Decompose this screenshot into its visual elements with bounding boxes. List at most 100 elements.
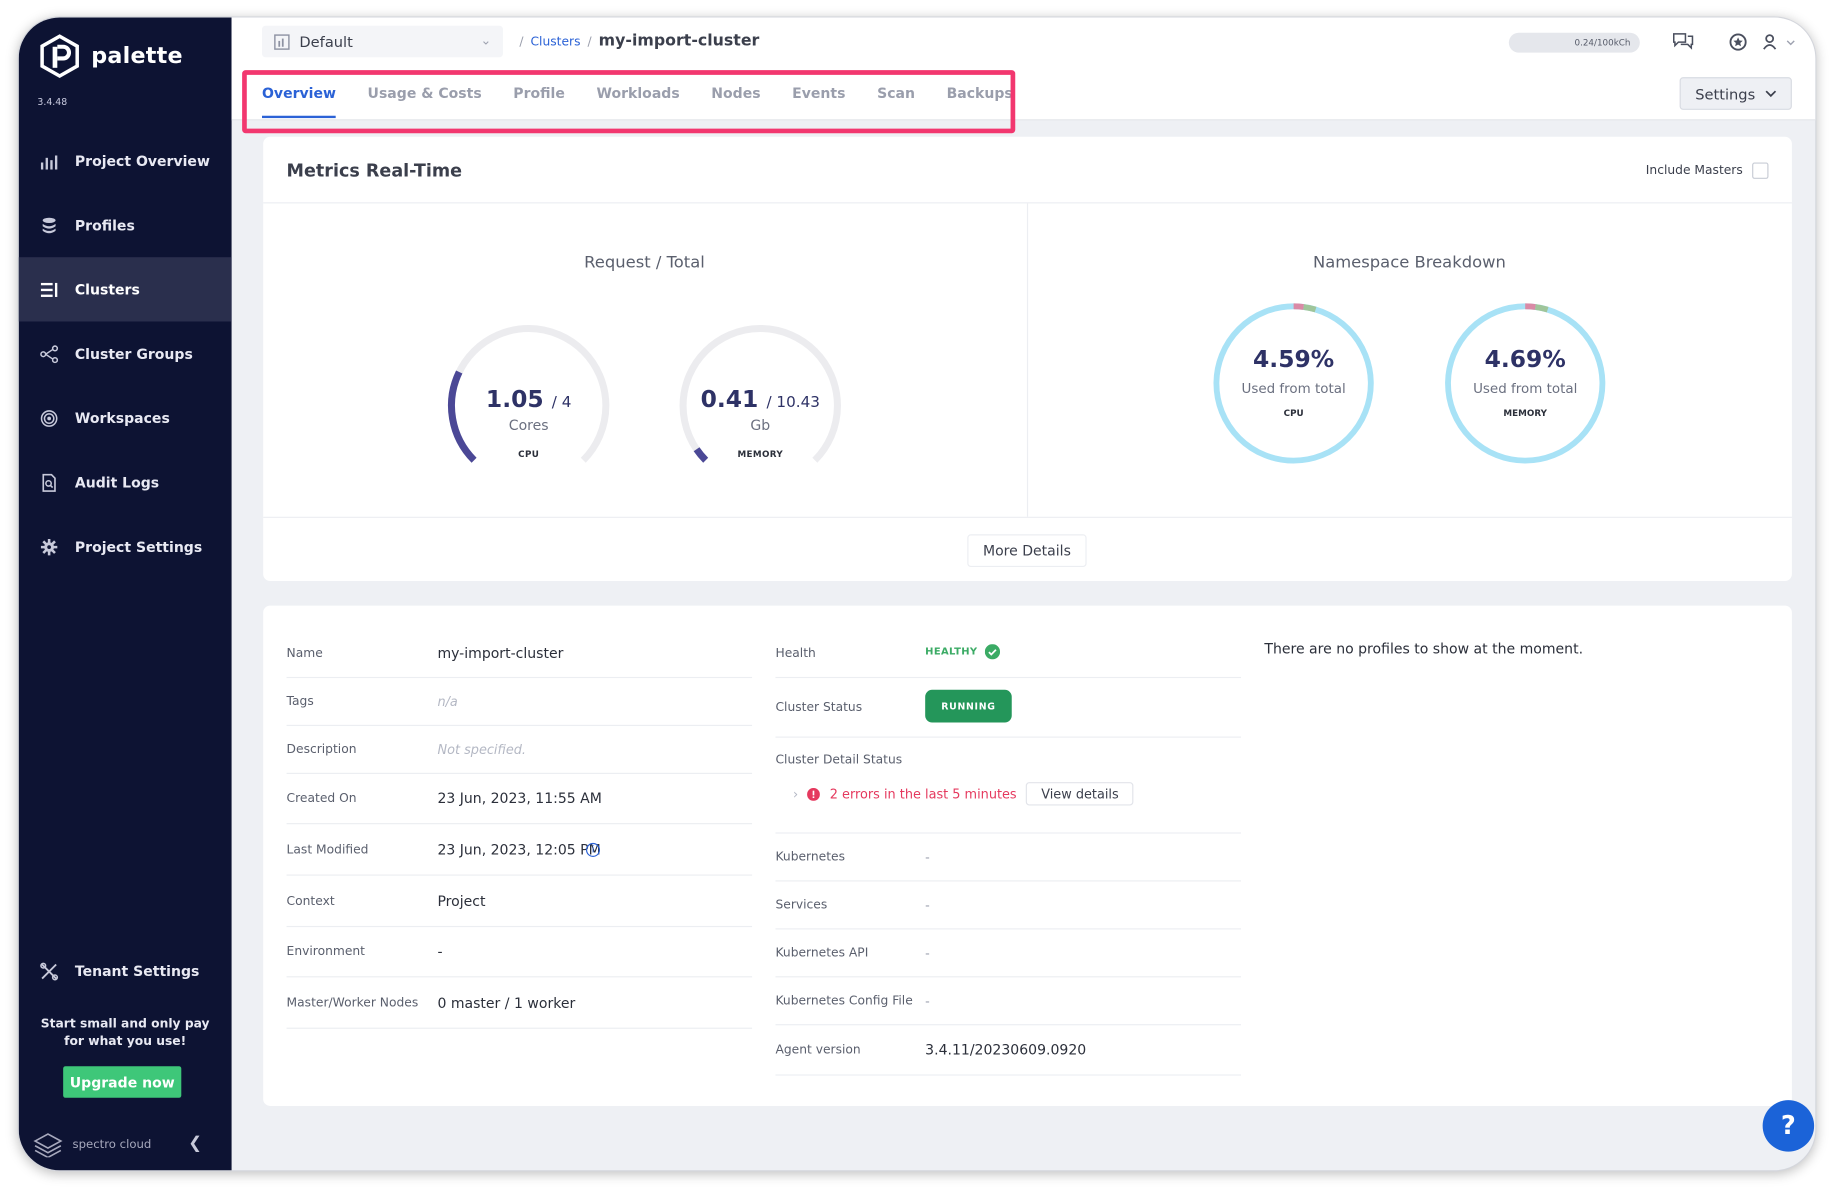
detail-label: Name — [286, 645, 323, 660]
sidebar-item-label: Profiles — [74, 216, 135, 234]
runtime-row: Kubernetes - — [775, 834, 1241, 882]
cpu-gauge-value: 1.05 / 4 — [441, 385, 616, 413]
tab-nodes[interactable]: Nodes — [711, 85, 761, 102]
tab-workloads[interactable]: Workloads — [596, 85, 680, 102]
upgrade-promo: Start small and only pay for what you us… — [19, 1016, 232, 1051]
detail-label: Last Modified — [286, 842, 369, 857]
error-summary-text[interactable]: 2 errors in the last 5 minutes — [829, 786, 1017, 802]
runtime-value: 3.4.11/20230609.0920 — [925, 1041, 1087, 1059]
chevron-down-icon — [1765, 90, 1776, 98]
sidebar-item-label: Tenant Settings — [74, 963, 200, 980]
project-name: Default — [299, 32, 353, 51]
sidebar-item-label: Project Settings — [74, 538, 203, 555]
breadcrumb-clusters-link[interactable]: Clusters — [530, 35, 581, 50]
spectro-cloud-logo-icon — [33, 1133, 63, 1158]
detail-value: my-import-cluster — [437, 644, 564, 662]
health-row: Health HEALTHY — [775, 629, 1241, 679]
cluster-status-row: Cluster Status RUNNING — [775, 678, 1241, 738]
tab-scan[interactable]: Scan — [877, 85, 915, 102]
detail-value: 0 master / 1 worker — [437, 994, 576, 1011]
runtime-row: Kubernetes API - — [775, 929, 1241, 978]
sidebar-item-profiles[interactable]: Profiles — [19, 193, 232, 257]
memory-ring-caption: MEMORY — [1503, 408, 1547, 419]
sidebar-item-label: Project Overview — [74, 152, 210, 169]
chevron-right-icon[interactable]: › — [793, 786, 799, 802]
cluster-status-label: Cluster Status — [775, 700, 863, 715]
sidebar-item-clusters[interactable]: Clusters — [18, 257, 232, 322]
memory-gauge-label: 0.41 / 10.43 Gb MEMORY — [673, 385, 848, 460]
settings-label: Settings — [1695, 84, 1756, 103]
include-masters-toggle[interactable]: Include Masters — [1646, 162, 1769, 179]
memory-namespace-ring — [1445, 303, 1606, 464]
detail-row: Last Modified 23 Jun, 2023, 12:05 PM i — [286, 824, 753, 876]
memory-total: / 10.43 — [766, 393, 820, 412]
chat-icon[interactable] — [1670, 29, 1696, 55]
help-button[interactable]: ? — [1762, 1100, 1815, 1152]
target-rings-icon — [40, 409, 58, 427]
view-details-button[interactable]: View details — [1026, 782, 1134, 806]
cluster-detail-status-label: Cluster Detail Status — [775, 752, 903, 767]
memory-gauge — [679, 325, 841, 463]
usage-meter[interactable]: 0.24/100kCh — [1508, 32, 1640, 53]
detail-value: Not specified. — [437, 741, 527, 758]
info-icon[interactable]: i — [585, 842, 601, 857]
metrics-title: Metrics Real-Time — [286, 160, 463, 182]
logo[interactable]: palette — [37, 34, 183, 79]
detail-label: Environment — [286, 944, 365, 959]
tab-events[interactable]: Events — [792, 85, 846, 102]
tab-backups[interactable]: Backups — [946, 85, 1013, 102]
runtime-value: - — [925, 945, 930, 961]
tools-icon — [40, 962, 59, 981]
breadcrumb: / Clusters / my-import-cluster — [519, 32, 759, 51]
tab-usage-costs[interactable]: Usage & Costs — [367, 85, 482, 102]
runtime-value: - — [925, 897, 930, 913]
cluster-details-card: Name my-import-cluster Tags n/a Description N… — [263, 605, 1792, 1106]
health-status: HEALTHY — [925, 644, 1000, 660]
detail-label: Master/Worker Nodes — [286, 995, 419, 1010]
detail-label: Tags — [286, 694, 314, 709]
runtime-label: Kubernetes — [775, 849, 845, 864]
tab-overview[interactable]: Overview — [261, 74, 337, 121]
memory-ring-label: 4.69% Used from total MEMORY — [1443, 345, 1607, 419]
bar-chart-icon — [40, 154, 58, 169]
sidebar-item-tenant-settings[interactable]: Tenant Settings — [19, 954, 232, 989]
help-star-icon[interactable] — [1725, 29, 1751, 55]
project-selector[interactable]: Default ⌄ — [261, 25, 503, 58]
sidebar-item-project-settings[interactable]: Project Settings — [19, 514, 232, 578]
detail-label: Context — [286, 893, 335, 908]
tab-profile[interactable]: Profile — [513, 85, 565, 102]
runtime-value: - — [925, 993, 930, 1009]
sidebar-item-workspaces[interactable]: Workspaces — [19, 386, 232, 450]
health-value: HEALTHY — [925, 645, 978, 658]
sidebar-item-audit-logs[interactable]: Audit Logs — [19, 450, 232, 514]
error-icon — [807, 787, 821, 801]
sidebar-item-project-overview[interactable]: Project Overview — [19, 129, 232, 193]
upgrade-button[interactable]: Upgrade now — [63, 1066, 182, 1098]
sidebar-item-cluster-groups[interactable]: Cluster Groups — [19, 322, 232, 386]
detail-row: Description Not specified. — [286, 726, 753, 774]
user-menu-icon[interactable] — [1759, 29, 1799, 55]
detail-row: Created On 23 Jun, 2023, 11:55 AM — [286, 774, 753, 825]
runtime-label: Agent version — [775, 1042, 861, 1057]
detail-row: Environment - — [286, 927, 753, 978]
vendor-logo: spectro cloud — [30, 1132, 151, 1158]
gear-icon — [40, 538, 58, 555]
document-search-icon — [42, 473, 56, 492]
collapse-sidebar-icon[interactable]: ❮ — [188, 1134, 203, 1153]
memory-caption: MEMORY — [737, 448, 784, 460]
more-details-button[interactable]: More Details — [967, 534, 1087, 568]
include-masters-checkbox[interactable] — [1752, 162, 1769, 179]
cpu-gauge-label: 1.05 / 4 Cores CPU — [441, 385, 616, 460]
page-title: my-import-cluster — [598, 31, 760, 51]
palette-logo-icon — [40, 34, 79, 79]
detail-row: Name my-import-cluster — [286, 629, 753, 679]
settings-dropdown-button[interactable]: Settings — [1679, 77, 1792, 110]
divider — [1026, 203, 1029, 517]
detail-label: Created On — [286, 791, 357, 806]
sidebar-item-label: Audit Logs — [74, 474, 160, 491]
detail-value: - — [437, 943, 443, 960]
breadcrumb-separator: / — [587, 35, 592, 50]
cpu-ring-caption: CPU — [1283, 408, 1304, 419]
memory-unit: Gb — [750, 417, 771, 434]
divider — [263, 202, 1792, 204]
